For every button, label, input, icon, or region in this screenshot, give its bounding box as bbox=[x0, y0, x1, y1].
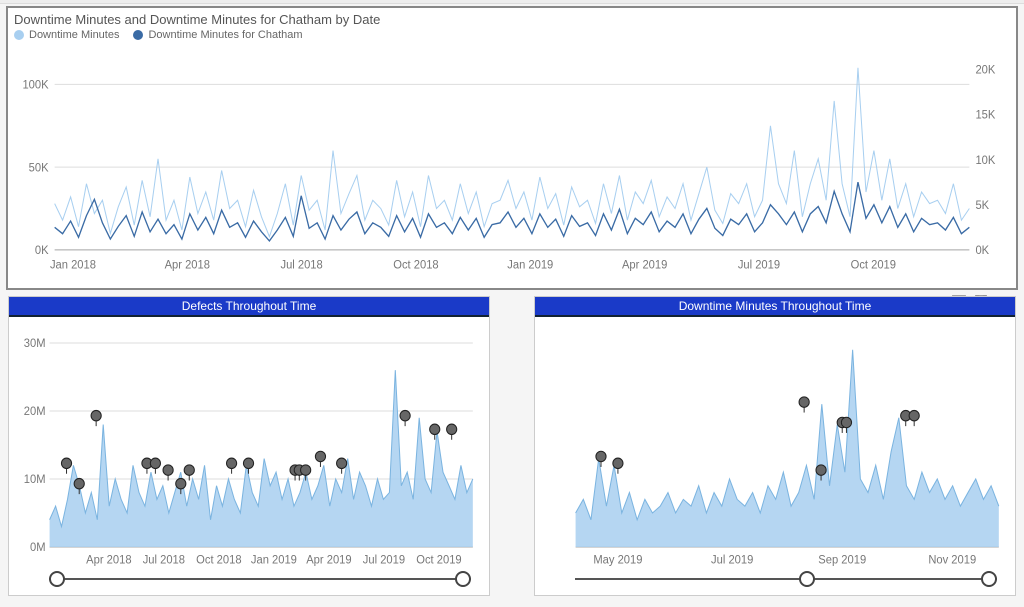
svg-text:Jul 2019: Jul 2019 bbox=[738, 260, 780, 272]
slider-handle-right[interactable] bbox=[981, 571, 997, 587]
svg-text:Jul 2018: Jul 2018 bbox=[281, 260, 323, 272]
svg-text:5K: 5K bbox=[975, 200, 989, 212]
svg-text:0M: 0M bbox=[30, 542, 46, 554]
svg-text:10M: 10M bbox=[24, 474, 46, 486]
legend-label-1: Downtime Minutes for Chatham bbox=[148, 29, 302, 41]
svg-text:Jan 2019: Jan 2019 bbox=[507, 260, 553, 272]
svg-text:Apr 2019: Apr 2019 bbox=[306, 555, 351, 567]
svg-text:10K: 10K bbox=[975, 155, 995, 167]
svg-text:Apr 2019: Apr 2019 bbox=[622, 260, 667, 272]
svg-text:May 2019: May 2019 bbox=[593, 555, 642, 567]
downtime-chart-area[interactable]: May 2019 Jul 2019 Sep 2019 Nov 2019 bbox=[535, 317, 1015, 595]
top-chart-title: Downtime Minutes and Downtime Minutes fo… bbox=[14, 12, 1010, 27]
slider-line bbox=[575, 578, 997, 580]
svg-text:Jul 2019: Jul 2019 bbox=[363, 555, 405, 567]
svg-text:Nov 2019: Nov 2019 bbox=[928, 555, 976, 567]
defects-panel[interactable]: Defects Throughout Time 0M 10M 20M 30M Apr 2… bbox=[8, 296, 490, 596]
svg-text:Jul 2018: Jul 2018 bbox=[143, 555, 185, 567]
svg-text:0K: 0K bbox=[975, 245, 989, 257]
svg-text:Apr 2018: Apr 2018 bbox=[165, 260, 210, 272]
svg-text:Apr 2018: Apr 2018 bbox=[86, 555, 131, 567]
top-chart-card[interactable]: Downtime Minutes and Downtime Minutes fo… bbox=[6, 6, 1018, 290]
legend-item-downtime[interactable]: Downtime Minutes bbox=[14, 29, 119, 41]
svg-text:15K: 15K bbox=[975, 110, 995, 122]
slider-line bbox=[49, 578, 471, 580]
svg-text:0K: 0K bbox=[35, 245, 49, 257]
top-toolbar bbox=[0, 0, 1024, 4]
defects-header: Defects Throughout Time bbox=[9, 297, 489, 317]
downtime-panel[interactable]: Downtime Minutes Throughout Time May 201… bbox=[534, 296, 1016, 596]
svg-text:50K: 50K bbox=[29, 162, 49, 174]
defects-slider[interactable] bbox=[49, 571, 471, 587]
svg-text:100K: 100K bbox=[22, 79, 49, 91]
legend-swatch-0 bbox=[14, 30, 24, 40]
svg-text:Sep 2019: Sep 2019 bbox=[818, 555, 866, 567]
svg-text:Oct 2018: Oct 2018 bbox=[393, 260, 438, 272]
downtime-header: Downtime Minutes Throughout Time bbox=[535, 297, 1015, 317]
svg-text:20K: 20K bbox=[975, 64, 995, 76]
legend-swatch-1 bbox=[133, 30, 143, 40]
svg-text:Oct 2019: Oct 2019 bbox=[416, 555, 461, 567]
slider-handle-right[interactable] bbox=[455, 571, 471, 587]
svg-text:Oct 2019: Oct 2019 bbox=[851, 260, 896, 272]
svg-text:Oct 2018: Oct 2018 bbox=[196, 555, 241, 567]
bottom-row: Defects Throughout Time 0M 10M 20M 30M Apr 2… bbox=[8, 296, 1016, 596]
svg-text:Jan 2018: Jan 2018 bbox=[50, 260, 96, 272]
svg-text:Jul 2019: Jul 2019 bbox=[711, 555, 753, 567]
legend-item-chatham[interactable]: Downtime Minutes for Chatham bbox=[133, 29, 302, 41]
slider-handle-left[interactable] bbox=[49, 571, 65, 587]
svg-text:30M: 30M bbox=[24, 338, 46, 350]
svg-text:Jan 2019: Jan 2019 bbox=[251, 555, 297, 567]
downtime-slider[interactable] bbox=[575, 571, 997, 587]
legend-label-0: Downtime Minutes bbox=[29, 29, 119, 41]
slider-handle-left[interactable] bbox=[799, 571, 815, 587]
top-chart-area[interactable]: 0K 50K 100K 0K 5K 10K 15K 20K Jan 2018 Apr 2018 Ju… bbox=[14, 45, 1010, 275]
svg-text:20M: 20M bbox=[24, 406, 46, 418]
defects-chart-area[interactable]: 0M 10M 20M 30M Apr 2018 Jul 2018 Oct 2018 Jan 2… bbox=[9, 317, 489, 595]
top-chart-legend: Downtime Minutes Downtime Minutes for Ch… bbox=[14, 29, 1010, 41]
